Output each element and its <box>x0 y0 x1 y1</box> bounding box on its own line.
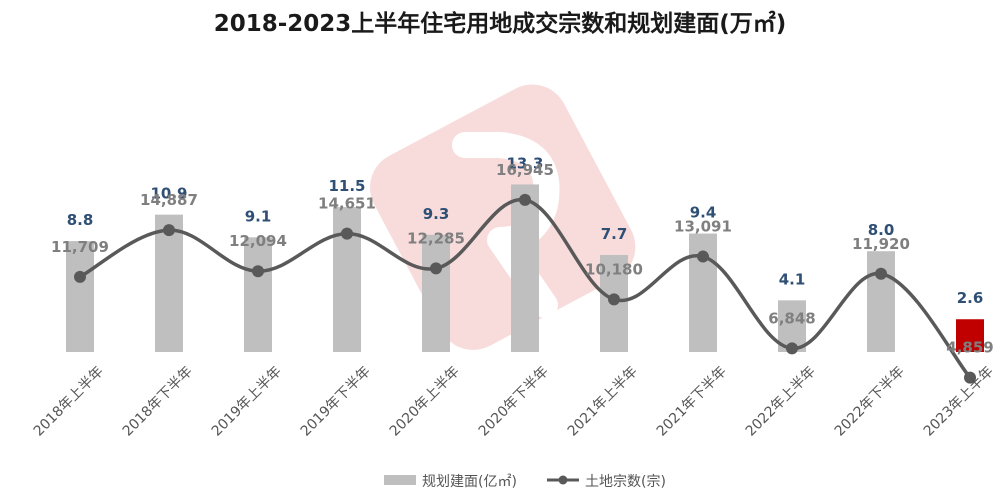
legend-label-line: 土地宗数(宗) <box>585 474 666 490</box>
line-point <box>786 342 798 355</box>
line-data-label: 6,848 <box>768 309 815 327</box>
bar <box>422 234 450 352</box>
line-data-label: 14,887 <box>140 191 198 209</box>
bar-data-label: 11.5 <box>328 177 365 195</box>
legend: 规划建面(亿㎡) 土地宗数(宗) <box>384 474 666 490</box>
bar-data-label: 4.1 <box>779 270 806 288</box>
bar-data-label: 8.8 <box>67 211 94 229</box>
legend-swatch-marker <box>558 475 568 485</box>
x-axis-tick-labels: 2018年上半年 2018年下半年 2019年上半年 2019年下半年 2020年上半年… <box>31 364 997 440</box>
bar <box>244 237 272 352</box>
bar <box>867 251 895 352</box>
bar-series: 8.8 10.9 9.1 11.5 9.3 13.3 7.7 9.4 4.1 8.0 2.6 <box>66 154 984 352</box>
line-data-label: 4,859 <box>946 339 993 357</box>
x-tick-label: 2020年下半年 <box>476 364 552 440</box>
line-point <box>252 265 264 278</box>
x-tick-label: 2021年下半年 <box>654 364 730 440</box>
line-path <box>79 198 972 379</box>
line-data-label: 13,091 <box>674 218 732 236</box>
bar-data-label: 7.7 <box>601 225 628 243</box>
bar-data-label: 2.6 <box>957 289 984 307</box>
bar-data-label: 9.1 <box>245 207 272 225</box>
bar-data-label: 9.3 <box>423 205 450 223</box>
line-point <box>875 267 887 280</box>
line-data-label: 12,094 <box>229 232 287 250</box>
line-point <box>519 193 531 206</box>
x-tick-label: 2023年上半年 <box>921 364 997 440</box>
bar <box>66 241 94 352</box>
line-data-label: 11,709 <box>51 238 109 256</box>
line-point <box>608 293 620 306</box>
x-tick-label: 2018年上半年 <box>31 364 107 440</box>
line-data-label: 12,285 <box>407 229 465 247</box>
bar-data-label: 8.0 <box>868 221 895 239</box>
bar-data-label: 9.4 <box>690 204 717 222</box>
bar <box>155 214 183 352</box>
legend-swatch-bar <box>384 475 416 485</box>
x-tick-label: 2020年上半年 <box>387 364 463 440</box>
x-tick-label: 2019年下半年 <box>298 364 374 440</box>
x-tick-label: 2022年下半年 <box>832 364 908 440</box>
bar <box>956 319 984 352</box>
bar-data-label: 10.9 <box>150 185 187 203</box>
x-tick-label: 2021年上半年 <box>565 364 641 440</box>
line-data-label: 10,180 <box>585 260 643 278</box>
x-tick-label: 2019年上半年 <box>209 364 285 440</box>
line-data-label: 11,920 <box>852 235 910 253</box>
line-point <box>697 250 709 263</box>
bar <box>511 184 539 352</box>
line-point <box>964 371 976 384</box>
line-point <box>74 270 86 283</box>
line-point <box>341 227 353 240</box>
x-tick-label: 2022年上半年 <box>743 364 819 440</box>
line-point <box>430 262 442 275</box>
legend-label-bar: 规划建面(亿㎡) <box>422 474 517 490</box>
line-data-label: 14,651 <box>318 195 376 213</box>
chart-title: 2018-2023上半年住宅用地成交宗数和规划建面(万㎡) <box>214 10 787 37</box>
line-series: 11,709 14,887 12,094 14,651 12,285 16,945 10,1… <box>51 161 994 384</box>
line-point <box>163 224 175 237</box>
x-tick-label: 2018年下半年 <box>120 364 196 440</box>
line-data-label: 16,945 <box>496 161 554 179</box>
bar-data-label: 13.3 <box>506 154 543 172</box>
